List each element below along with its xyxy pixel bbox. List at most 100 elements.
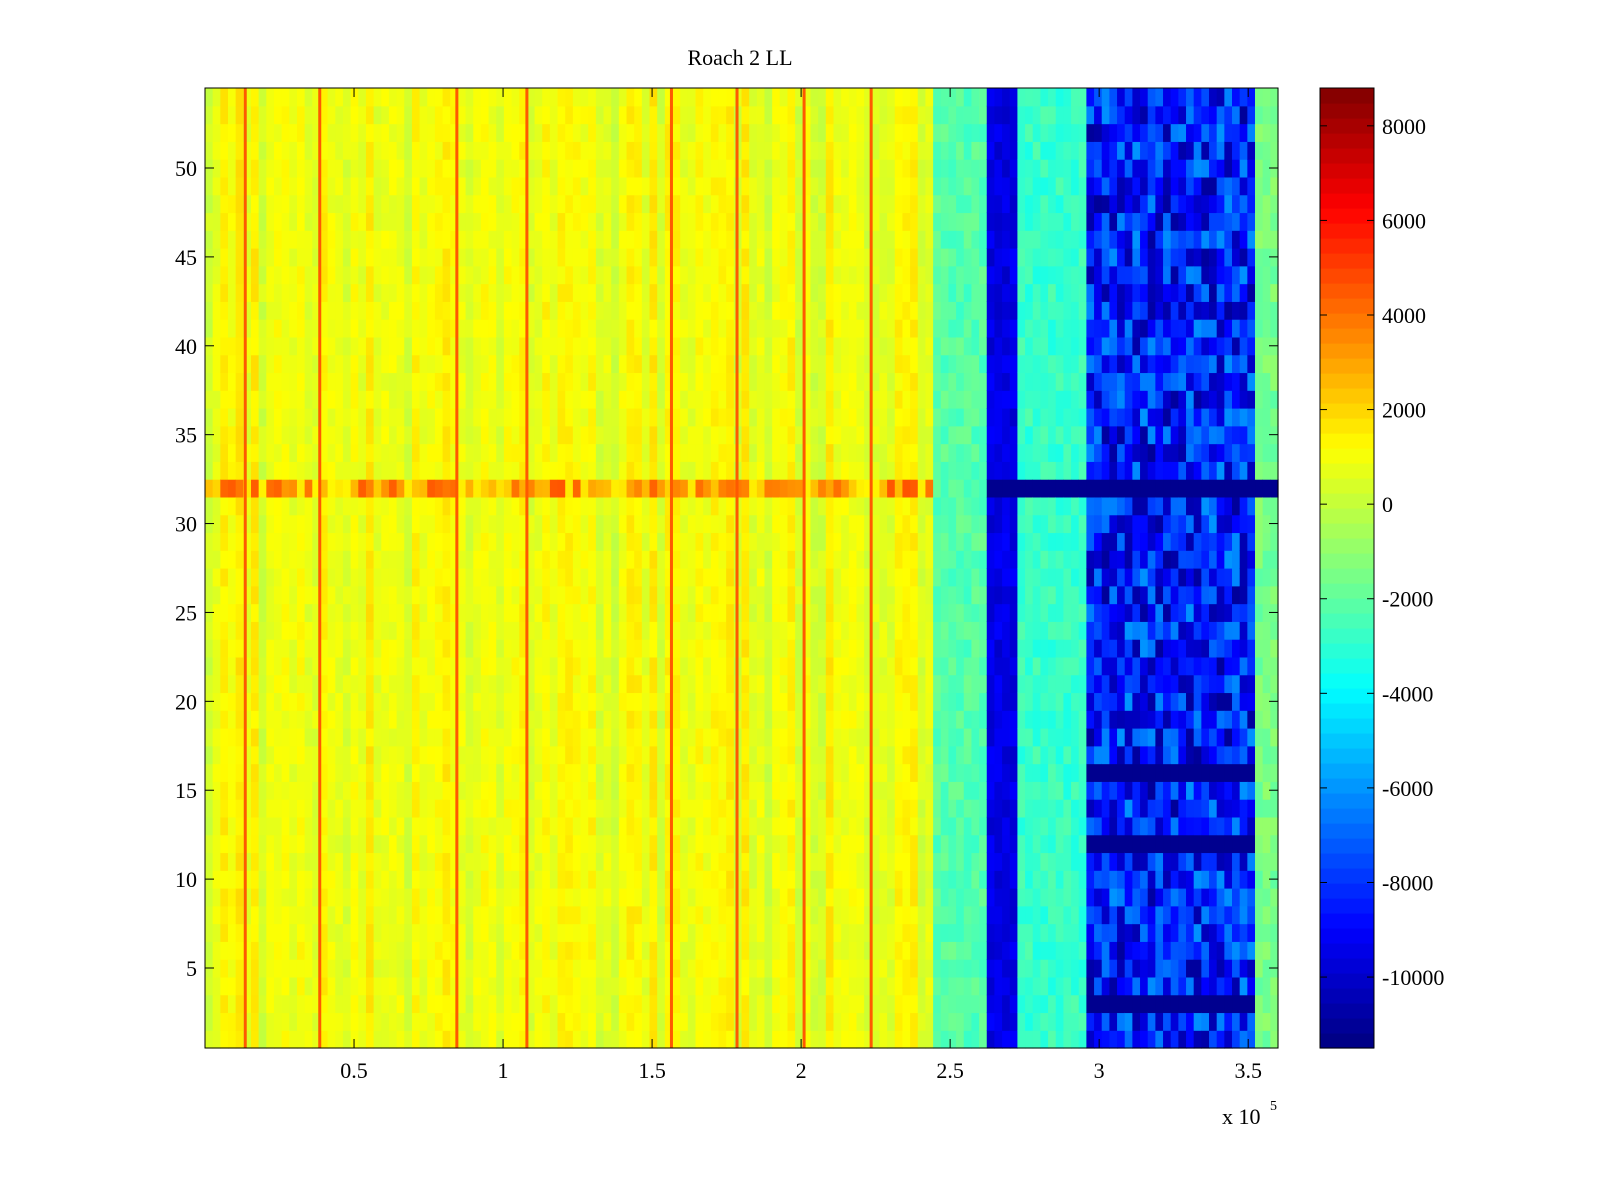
heatmap-cell (212, 888, 221, 907)
heatmap-cell (618, 1030, 628, 1049)
heatmap-cell (411, 639, 421, 658)
heatmap-cell (450, 888, 459, 907)
heatmap-cell (350, 799, 359, 818)
heatmap-cell (373, 425, 382, 445)
heatmap-cell (373, 336, 382, 356)
heatmap-cell (503, 1012, 513, 1031)
heatmap-cell (848, 88, 858, 107)
heatmap-cell (381, 888, 390, 907)
heatmap-cell (894, 994, 904, 1014)
heatmap-cell (779, 319, 789, 338)
heatmap-cell (281, 603, 290, 622)
heatmap-cell (641, 514, 651, 534)
heatmap-cell (534, 1012, 543, 1031)
heatmap-cell (289, 959, 298, 978)
heatmap-cell (496, 336, 505, 356)
heatmap-cell (833, 923, 842, 942)
heatmap-cell (281, 710, 290, 729)
heatmap-cell (304, 496, 313, 516)
heatmap-cell (365, 870, 375, 889)
heatmap-cell (741, 834, 750, 854)
heatmap-cell (457, 88, 467, 107)
heatmap-cell (396, 390, 405, 409)
heatmap-cell (358, 870, 367, 889)
heatmap-cell (235, 408, 244, 427)
heatmap-cell (319, 816, 329, 836)
heatmap-cell (894, 710, 904, 729)
heatmap-cell (312, 1030, 321, 1049)
heatmap-cell (511, 745, 520, 765)
heatmap-cell (457, 674, 467, 694)
heatmap-cell (841, 888, 850, 907)
heatmap-cell (450, 745, 459, 765)
heatmap-cell (626, 656, 635, 676)
heatmap-cell (680, 141, 689, 160)
heatmap-cell (205, 745, 214, 765)
heatmap-cell (848, 585, 858, 605)
heatmap-cell (549, 1030, 559, 1049)
heatmap-cell (818, 728, 827, 747)
heatmap-cell (212, 212, 221, 231)
heatmap-cell (273, 692, 283, 711)
heatmap-cell (465, 568, 474, 587)
heatmap-cell (641, 248, 651, 267)
heatmap-cell (772, 710, 781, 729)
heatmap-cell (358, 479, 367, 498)
heatmap-cell (894, 390, 904, 409)
heatmap-cell (273, 425, 283, 445)
heatmap-cell (779, 354, 789, 374)
heatmap-cell (220, 248, 229, 267)
heatmap-cell (526, 834, 536, 854)
heatmap-cell (703, 621, 712, 640)
heatmap-cell (818, 1030, 827, 1049)
heatmap-cell (427, 799, 436, 818)
heatmap-cell (641, 728, 651, 747)
heatmap-cell (726, 550, 735, 569)
heatmap-cell (764, 550, 773, 569)
heatmap-cell (427, 585, 436, 605)
heatmap-cell (427, 176, 436, 196)
heatmap-cell (358, 496, 367, 516)
heatmap-cell (657, 888, 666, 907)
heatmap-cell (641, 763, 651, 782)
heatmap-cell (672, 176, 681, 196)
heatmap-cell (726, 905, 735, 925)
heatmap-cell (319, 692, 329, 711)
heatmap-cell (703, 461, 712, 480)
heatmap-cell (327, 568, 336, 587)
heatmap-cell (327, 301, 336, 320)
heatmap-cell (618, 745, 628, 765)
heatmap-cell (427, 425, 436, 445)
heatmap-cell (887, 994, 896, 1014)
heatmap-cell (511, 568, 520, 587)
heatmap-cell (542, 888, 551, 907)
heatmap-cell (764, 816, 773, 836)
heatmap-cell (419, 959, 428, 978)
heatmap-cell (450, 123, 459, 142)
heatmap-cell (580, 159, 589, 178)
heatmap-cell (250, 568, 260, 587)
heatmap-cell (480, 212, 490, 231)
heatmap-cell (664, 976, 674, 996)
heatmap-cell (243, 799, 252, 818)
heatmap-cell (779, 1030, 789, 1049)
heatmap-cell (465, 336, 474, 356)
heatmap-cell (250, 585, 260, 605)
heatmap-cell (335, 301, 344, 320)
heatmap-cell (503, 959, 513, 978)
heatmap-cell (810, 301, 819, 320)
heatmap-cell (810, 585, 819, 605)
heatmap-cell (465, 461, 474, 480)
heatmap-cell (212, 568, 221, 587)
heatmap-cell (450, 425, 459, 445)
heatmap-cell (626, 176, 635, 196)
heatmap-cell (864, 248, 873, 267)
heatmap-cell (871, 763, 881, 782)
heatmap-cell (373, 674, 382, 694)
heatmap-cell (243, 159, 252, 178)
heatmap-cell (549, 710, 559, 729)
heatmap-cell (565, 301, 574, 320)
heatmap-cell (396, 994, 405, 1014)
heatmap-cell (319, 354, 329, 374)
heatmap-cell (289, 568, 298, 587)
